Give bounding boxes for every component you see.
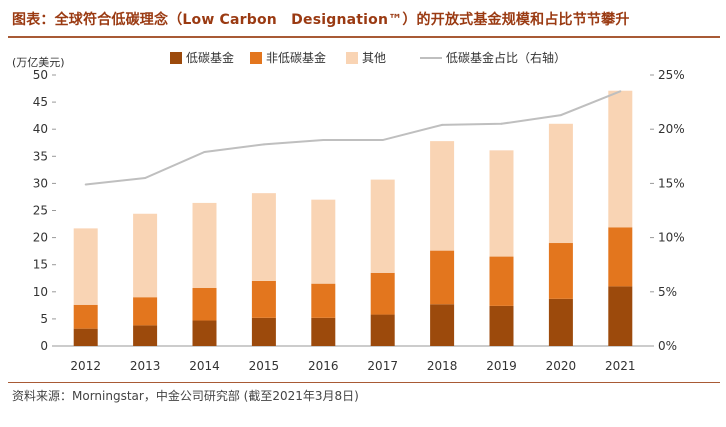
legend: 低碳基金 非低碳基金 其他 低碳基金占比（右轴） <box>170 50 566 65</box>
x-tick-label: 2013 <box>130 359 161 373</box>
bar-segment <box>251 317 276 346</box>
bar-segment <box>251 193 276 281</box>
x-tick-label: 2016 <box>308 359 339 373</box>
y-tick-label: 35 <box>33 149 48 163</box>
ratio-point <box>144 176 147 179</box>
bar-segment <box>192 202 217 289</box>
ratio-line <box>84 90 622 186</box>
bar-segment <box>608 286 633 346</box>
ratio-line-path <box>85 90 621 186</box>
ratio-point <box>203 150 206 153</box>
bar-segment <box>370 272 395 315</box>
bar-segment <box>370 314 395 346</box>
bar-segment <box>192 320 217 346</box>
x-tick-label: 2020 <box>546 359 577 373</box>
ratio-point <box>262 143 265 146</box>
y2-tick-label: 20% <box>658 122 685 136</box>
ratio-point <box>381 139 384 142</box>
bar-segment <box>311 283 336 318</box>
bar-segment <box>133 297 158 326</box>
x-tick-label: 2018 <box>427 359 458 373</box>
y2-tick-label: 5% <box>658 285 677 299</box>
bar-segment <box>489 256 514 306</box>
y-tick-label: 45 <box>33 95 48 109</box>
bar-segment <box>430 250 455 305</box>
x-tick-label: 2021 <box>605 359 636 373</box>
ratio-point <box>84 183 87 186</box>
y-tick-label: 10 <box>33 285 48 299</box>
title-rule <box>8 36 720 38</box>
ratio-point <box>559 114 562 117</box>
bar-segment <box>430 304 455 346</box>
bar-segment <box>548 123 573 244</box>
bar-segment <box>73 328 98 346</box>
y-tick-label: 5 <box>40 312 48 326</box>
bar-segment <box>73 304 98 329</box>
x-tick-label: 2012 <box>70 359 101 373</box>
bars <box>73 90 633 346</box>
bar-segment <box>133 325 158 346</box>
legend-label: 其他 <box>362 51 386 65</box>
y-tick-label: 15 <box>33 258 48 272</box>
bar-segment <box>311 317 336 346</box>
y2-tick-label: 10% <box>658 231 685 245</box>
y-tick-label: 50 <box>33 68 48 82</box>
bar-segment <box>430 141 455 251</box>
y-tick-label: 20 <box>33 231 48 245</box>
y-tick-label: 30 <box>33 176 48 190</box>
bar-segment <box>548 243 573 299</box>
x-tick-label: 2015 <box>249 359 280 373</box>
bar-segment <box>370 179 395 273</box>
y-tick-label: 40 <box>33 122 48 136</box>
axes: 0 5 10 15 20 25 30 35 40 45 50 0% 5% 10% 15% 20% 25% 2012… <box>33 68 685 373</box>
bar-segment <box>251 280 276 318</box>
bar-segment <box>608 227 633 287</box>
legend-label: 非低碳基金 <box>266 50 326 65</box>
y2-tick-label: 0% <box>658 339 677 353</box>
legend-swatch <box>170 52 182 64</box>
ratio-point <box>619 90 622 93</box>
bar-segment <box>73 228 98 305</box>
bar-segment <box>548 298 573 346</box>
y2-tick-label: 25% <box>658 68 685 82</box>
legend-label: 低碳基金占比（右轴） <box>446 50 566 65</box>
x-tick-label: 2017 <box>367 359 398 373</box>
legend-label: 低碳基金 <box>186 50 234 65</box>
y-axis-label: (万亿美元) <box>12 56 65 69</box>
legend-swatch <box>250 52 262 64</box>
bar-segment <box>608 90 633 228</box>
x-tick-label: 2019 <box>486 359 517 373</box>
y-tick-label: 25 <box>33 204 48 218</box>
ratio-point <box>322 139 325 142</box>
bar-segment <box>311 199 336 284</box>
source-rule <box>8 382 720 383</box>
y2-tick-label: 15% <box>658 176 685 190</box>
bar-segment <box>489 150 514 257</box>
source-note: 资料来源：Morningstar，中金公司研究部 (截至2021年3月8日) <box>12 389 359 403</box>
ratio-point <box>500 122 503 125</box>
bar-segment <box>489 305 514 346</box>
bar-segment <box>192 288 217 321</box>
bar-segment <box>133 213 158 298</box>
ratio-point <box>441 123 444 126</box>
y-tick-label: 0 <box>40 339 48 353</box>
figure-title: 图表：全球符合低碳理念（Low Carbon Designation™）的开放式… <box>12 12 630 28</box>
legend-swatch <box>346 52 358 64</box>
x-tick-label: 2014 <box>189 359 220 373</box>
